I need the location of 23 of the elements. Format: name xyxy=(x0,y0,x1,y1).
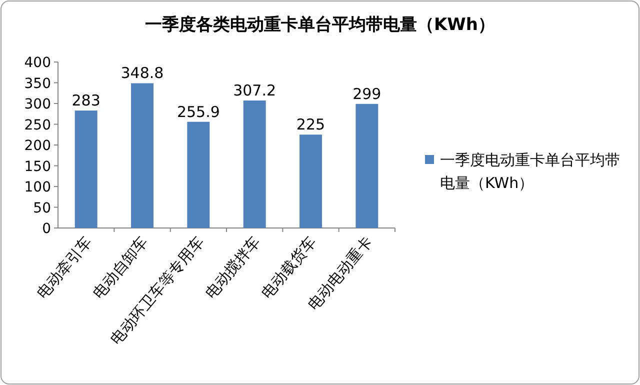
y-tick-label: 100 xyxy=(24,180,51,196)
y-tick-label: 400 xyxy=(24,55,51,71)
y-tick-label: 0 xyxy=(42,221,51,237)
y-tick-label: 200 xyxy=(24,138,51,154)
data-label: 299 xyxy=(352,84,382,103)
data-label: 255.9 xyxy=(176,102,220,121)
data-label: 348.8 xyxy=(120,64,164,82)
bar xyxy=(131,83,154,228)
data-label: 283 xyxy=(72,92,100,110)
data-label: 307.2 xyxy=(233,82,276,100)
bar xyxy=(187,122,210,228)
y-tick-label: 300 xyxy=(24,96,51,112)
y-tick-label: 250 xyxy=(24,117,51,134)
bar xyxy=(356,104,378,228)
y-tick-label: 50 xyxy=(33,200,51,216)
data-label: 225 xyxy=(296,116,326,134)
chart-title: 一季度各类电动重卡单台平均带电量（KWh） xyxy=(144,15,496,35)
bar xyxy=(74,110,98,228)
legend-label: 一季度电动重卡单台平均带电量（KWh） xyxy=(440,151,620,192)
y-tick-label: 350 xyxy=(24,76,51,92)
bar xyxy=(300,134,322,228)
bar xyxy=(243,100,266,228)
y-tick-label: 150 xyxy=(24,158,51,175)
